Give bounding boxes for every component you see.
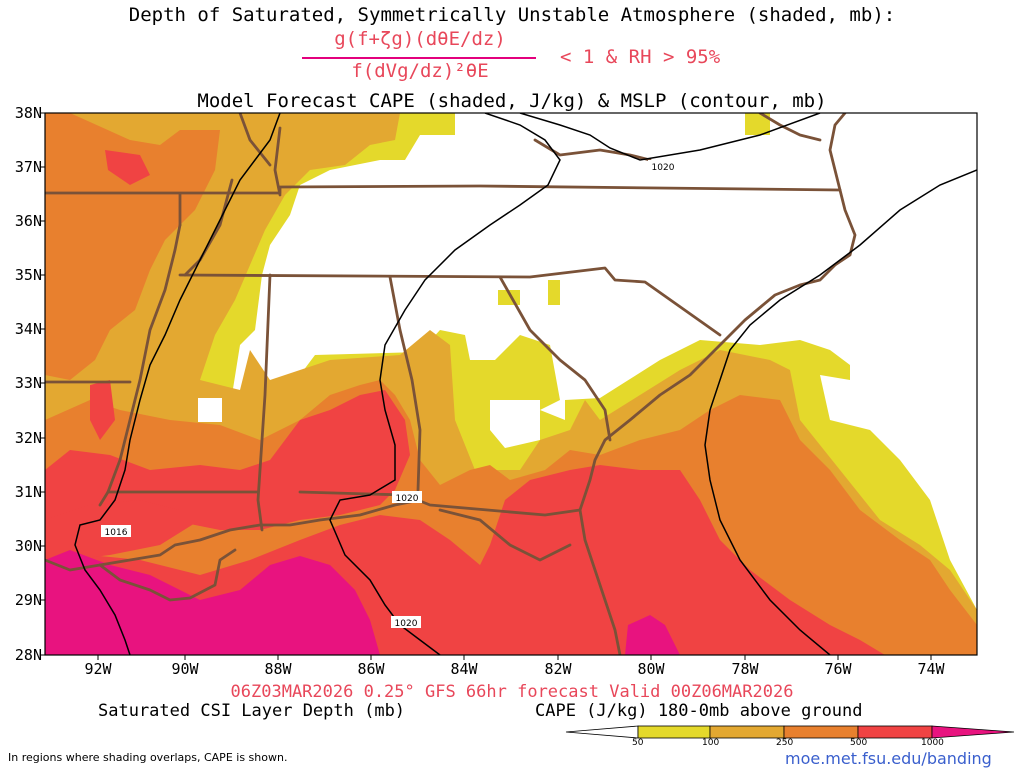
lat-label: 37N — [14, 158, 42, 176]
instability-formula: g(f+ζg)(dθE/dz) f(dVg/dz)²θE < 1 & RH > … — [300, 28, 820, 90]
isobar-label: 1020 — [396, 494, 419, 504]
colorbar-tick-label: 1000 — [921, 738, 944, 748]
colorbar-segment-white — [565, 725, 639, 739]
lat-label: 38N — [14, 104, 42, 122]
lon-label: 92W — [84, 660, 112, 678]
colorbar-tick-label: 50 — [632, 738, 644, 748]
cape-500-region — [45, 390, 410, 565]
fraction-bar — [302, 57, 536, 59]
isobar-label: 1016 — [105, 528, 128, 538]
lon-label: 90W — [171, 660, 199, 678]
cape-colorbar — [565, 725, 1015, 739]
colorbar-segment-100 — [709, 725, 785, 739]
source-url[interactable]: moe.met.fsu.edu/banding — [785, 749, 992, 768]
title-line-1: Depth of Saturated, Symmetrically Unstab… — [128, 4, 896, 26]
cape-50-region-ne — [745, 113, 770, 135]
overlap-note: In regions where shading overlaps, CAPE … — [8, 751, 288, 764]
colorbar-tick-label: 250 — [776, 738, 794, 748]
colorbar-tick-label: 100 — [702, 738, 720, 748]
cape-250-region — [45, 113, 220, 380]
colorbar-segment-250 — [783, 725, 859, 739]
lon-ticks — [97, 655, 932, 660]
formula-numerator: g(f+ζg)(dθE/dz) — [334, 28, 506, 50]
isobar-label: 1020 — [652, 163, 675, 173]
cape-500-region-ms — [90, 380, 115, 440]
csi-label: Saturated CSI Layer Depth (mb) — [98, 701, 406, 721]
colorbar-segment-500 — [857, 725, 933, 739]
lon-label: 76W — [824, 660, 852, 678]
state-boundaries — [45, 126, 842, 532]
cape-500-region-nw — [105, 150, 150, 185]
map-field — [45, 113, 977, 655]
run-info: 06Z03MAR2026 0.25° GFS 66hr forecast Val… — [230, 682, 794, 702]
title-line-3: Model Forecast CAPE (shaded, J/kg) & MSL… — [197, 90, 827, 112]
lon-label: 88W — [264, 660, 292, 678]
formula-condition: < 1 & RH > 95% — [560, 46, 721, 68]
lon-label: 86W — [357, 660, 385, 678]
formula-denominator: f(dVg/dz)²θE — [351, 60, 489, 82]
lon-label: 80W — [637, 660, 665, 678]
colorbar-segment-1000 — [931, 725, 1015, 739]
lon-label: 84W — [450, 660, 478, 678]
lat-label: 32N — [14, 429, 42, 447]
cape-label: CAPE (J/kg) 180-0mb above ground — [535, 701, 863, 721]
lon-label: 74W — [917, 660, 945, 678]
map-frame — [44, 112, 978, 656]
lat-label: 29N — [14, 591, 42, 609]
lat-ticks — [40, 112, 45, 656]
lat-label: 30N — [14, 537, 42, 555]
isobar-labels: 1020 1016 1020 1020 — [101, 160, 678, 629]
cape-1000-region-fl — [625, 615, 680, 655]
lat-label: 28N — [14, 646, 42, 664]
lat-label: 34N — [14, 320, 42, 338]
isobar-label: 1020 — [395, 619, 418, 629]
coastlines — [45, 113, 857, 655]
lat-label: 35N — [14, 266, 42, 284]
cape-1000-region — [45, 550, 380, 655]
colorbar-tick-label: 500 — [850, 738, 868, 748]
lon-label: 78W — [731, 660, 759, 678]
white-patch — [198, 398, 540, 448]
lat-label: 36N — [14, 212, 42, 230]
mslp-isobars — [74, 113, 977, 655]
lon-label: 82W — [544, 660, 572, 678]
lat-label: 31N — [14, 483, 42, 501]
lat-label: 33N — [14, 374, 42, 392]
colorbar-segment-50 — [637, 725, 711, 739]
